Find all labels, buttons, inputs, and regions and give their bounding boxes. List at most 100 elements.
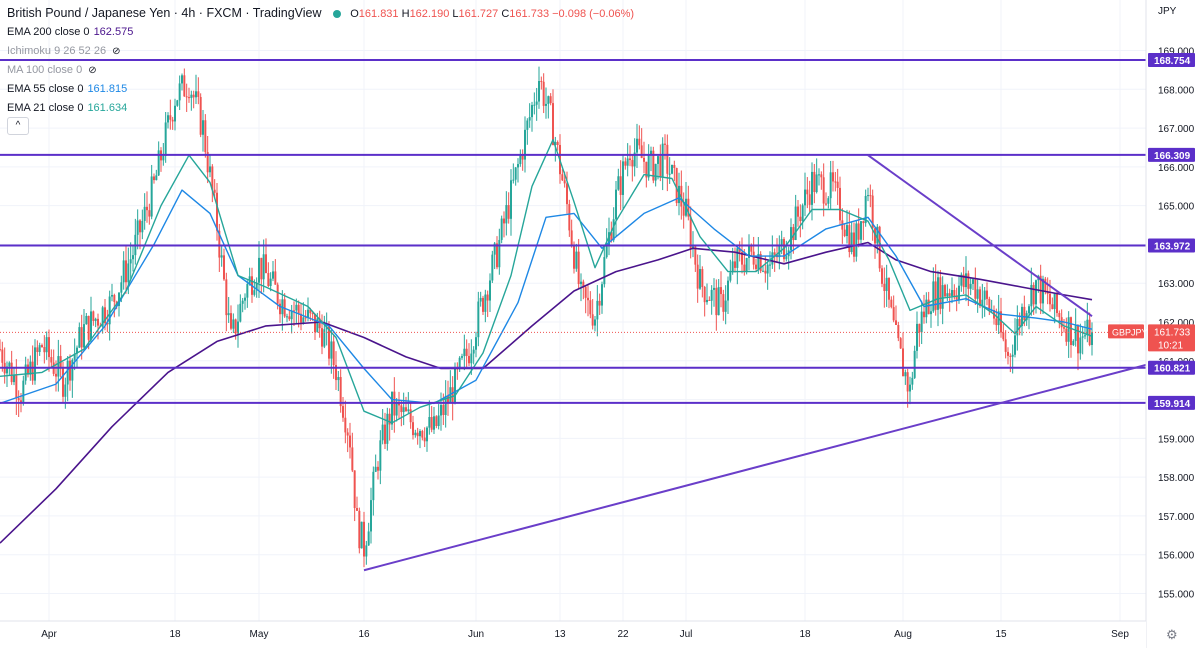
candle-body <box>195 91 197 98</box>
candle-body <box>871 195 874 229</box>
candle-body <box>255 282 258 291</box>
candle-body <box>239 303 242 322</box>
candle-body <box>673 164 676 168</box>
candle-body <box>442 405 445 415</box>
candle-body <box>6 366 8 374</box>
candle-body <box>447 395 449 404</box>
candle-body <box>540 81 543 83</box>
candle-body <box>346 432 349 436</box>
horizontal-levels[interactable] <box>0 59 1146 404</box>
candle-body <box>839 187 841 221</box>
candle-body <box>918 323 921 333</box>
candle-body <box>549 96 552 104</box>
candle-body <box>615 189 617 220</box>
trendlines[interactable] <box>363 154 1170 572</box>
candle-body <box>482 297 484 312</box>
candle-body <box>451 387 454 404</box>
candle-body <box>225 279 228 316</box>
candle-body <box>1072 340 1075 346</box>
candle-body <box>965 273 967 288</box>
candle-body <box>736 248 739 268</box>
candle-body <box>720 287 722 295</box>
candle-body <box>1016 319 1019 336</box>
candle-body <box>402 407 405 413</box>
candle-body <box>384 424 386 444</box>
candle-body <box>521 154 524 160</box>
candle-body <box>80 327 83 348</box>
candle-body <box>358 510 361 549</box>
price-tick-label: 155.000 <box>1158 590 1195 601</box>
candle-body <box>71 359 74 381</box>
candle-body <box>948 293 951 296</box>
candle-body <box>379 440 382 471</box>
currency-label[interactable]: JPY <box>1158 6 1177 17</box>
candle-body <box>430 416 433 430</box>
price-tick-label: 159.000 <box>1158 434 1195 445</box>
indicator-ema55[interactable]: EMA 55 close 0 161.815 <box>7 83 128 95</box>
candle-body <box>463 348 466 357</box>
level-price-tag <box>1148 53 1195 68</box>
time-axis[interactable]: Apr 18 May 16 Jun 13 22 Jul 18 Aug 15 Sep <box>0 620 1146 648</box>
symbol-title[interactable]: British Pound / Japanese Yen · 4h · FXCM… <box>7 6 322 20</box>
candle-body <box>552 103 554 145</box>
candle-body <box>988 298 991 311</box>
candle-body <box>64 384 67 397</box>
candle-body <box>731 261 734 273</box>
candle-body <box>955 296 958 300</box>
candle-body <box>804 189 806 206</box>
price-axis[interactable]: 169.000168.000167.000166.000165.000164.0… <box>1108 0 1197 648</box>
hidden-eye-icon[interactable]: ⊘ <box>88 65 97 76</box>
candle-body <box>1009 355 1012 357</box>
candle-body <box>141 220 144 233</box>
indicator-ema200[interactable]: EMA 200 close 0 162.575 <box>7 26 134 38</box>
candle-body <box>246 284 249 298</box>
candle-body <box>881 268 883 284</box>
candle-body <box>295 304 298 311</box>
candle-body <box>682 206 685 216</box>
candle-body <box>421 431 424 438</box>
candle-body <box>755 264 757 269</box>
indicator-ema21[interactable]: EMA 21 close 0 161.634 <box>7 102 128 114</box>
candle-body <box>619 176 622 195</box>
indicator-ma100[interactable]: MA 100 close 0 ⊘ <box>7 64 97 76</box>
candle-body <box>171 119 174 122</box>
candle-body <box>10 362 13 383</box>
candle-body <box>934 281 937 310</box>
candle-body <box>524 129 526 160</box>
candle-body <box>874 228 876 244</box>
price-tick-label: 165.000 <box>1158 202 1195 213</box>
collapse-legend-button[interactable]: ^ <box>7 117 29 135</box>
candle-body <box>218 230 221 258</box>
level-price-tag <box>1148 147 1195 162</box>
candle-body <box>766 264 769 274</box>
candle-body <box>797 206 799 217</box>
candle-body <box>855 223 858 257</box>
gear-icon[interactable]: ⚙ <box>1166 627 1178 642</box>
last-price-label: 161.733 <box>1154 327 1191 338</box>
candle-body <box>111 295 113 297</box>
candle-body <box>846 225 848 237</box>
price-tick-label: 168.000 <box>1158 85 1195 96</box>
candle-body <box>176 100 179 106</box>
candle-body <box>909 384 911 392</box>
candle-body <box>311 313 314 315</box>
candle-body <box>911 377 914 385</box>
indicator-ichimoku[interactable]: Ichimoku 9 26 52 26 ⊘ <box>7 45 121 57</box>
candle-body <box>724 300 727 312</box>
candle-body <box>493 243 496 255</box>
candle-body <box>699 269 701 289</box>
candle-body <box>827 198 830 204</box>
candle-body <box>969 283 972 289</box>
candle-body <box>8 362 11 367</box>
candle-body <box>38 345 41 353</box>
candle-body <box>785 256 788 260</box>
hidden-eye-icon[interactable]: ⊘ <box>112 46 121 57</box>
candle-body <box>15 375 18 399</box>
price-tick-label: 156.000 <box>1158 551 1195 562</box>
candle-body <box>1077 325 1079 354</box>
candle-body <box>601 284 603 306</box>
candle-body <box>1028 306 1030 314</box>
candle-body <box>869 195 872 197</box>
candle-body <box>188 97 190 99</box>
